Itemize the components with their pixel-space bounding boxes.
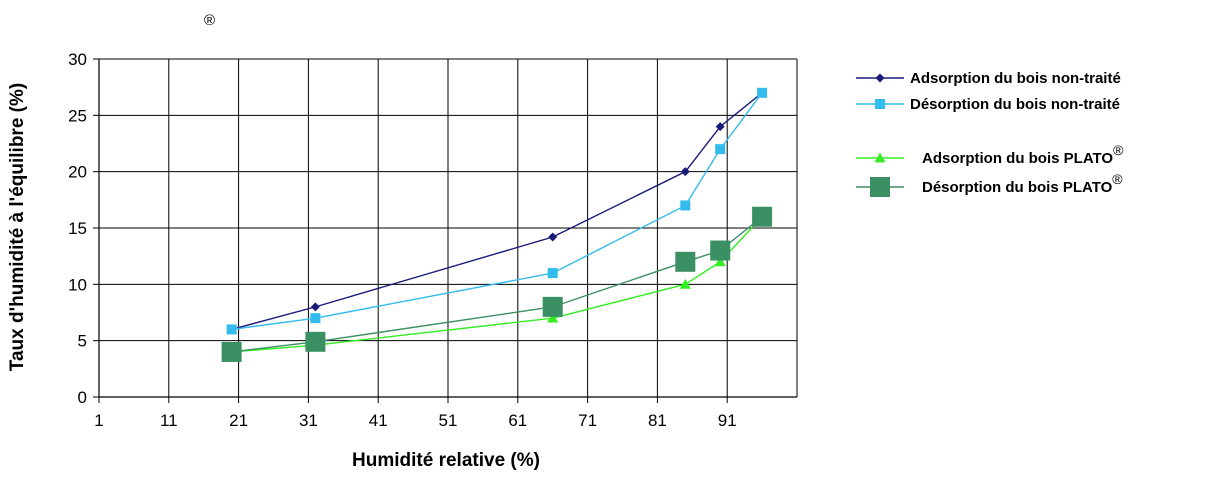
chart-series [221, 87, 773, 362]
x-tick-label: 51 [439, 411, 458, 430]
data-point [679, 278, 691, 289]
y-axis-title: Taux d'humidité à l'équilibre (%) [7, 83, 28, 371]
data-point [710, 240, 731, 261]
data-point [221, 341, 242, 362]
x-tick-label: 61 [508, 411, 527, 430]
x-tick-label: 1 [94, 411, 103, 430]
series-line [231, 92, 763, 331]
legend-item: Désorption du bois PLATO® [856, 171, 1123, 197]
data-point [675, 251, 696, 272]
x-tick-label: 31 [299, 411, 318, 430]
data-point [752, 206, 773, 227]
chart-legend: Adsorption du bois non-traité Désorption … [856, 70, 1124, 197]
x-axis-ticks: 1 11 21 31 41 51 61 71 81 91 [94, 397, 737, 430]
y-tick-label: 10 [68, 275, 87, 294]
x-axis-title: Humidité relative (%) [352, 450, 540, 471]
x-tick-label: 21 [229, 411, 248, 430]
y-tick-label: 5 [78, 332, 87, 351]
x-tick-label: 11 [160, 411, 178, 430]
legend-label: Adsorption du bois PLATO® [922, 142, 1124, 167]
data-point [714, 256, 726, 267]
y-axis-ticks: 0 5 10 15 20 25 30 [68, 50, 99, 407]
data-point [305, 331, 326, 352]
data-point [715, 144, 726, 155]
x-tick-label: 71 [578, 411, 597, 430]
legend-marker [874, 152, 886, 163]
data-point [310, 302, 320, 312]
data-point [548, 232, 558, 242]
data-point [547, 312, 559, 323]
series-4 [221, 206, 773, 362]
legend-item: Adsorption du bois PLATO® [856, 142, 1124, 167]
legend-marker [875, 99, 885, 109]
y-tick-label: 0 [78, 388, 87, 407]
x-tick-label: 41 [369, 411, 388, 430]
data-point [547, 268, 558, 279]
data-point [680, 167, 690, 177]
legend-item: Désorption du bois non-traité [856, 96, 1120, 113]
x-tick-label: 81 [648, 411, 667, 430]
x-tick-label: 91 [718, 411, 737, 430]
y-tick-label: 30 [68, 50, 87, 69]
y-tick-label: 15 [68, 219, 87, 238]
legend-marker [875, 73, 885, 83]
chart-grid [99, 58, 798, 397]
data-point [715, 122, 725, 132]
legend-label: Désorption du bois PLATO® [922, 171, 1123, 196]
legend-label: Désorption du bois non-traité [910, 96, 1120, 113]
registered-mark: ® [204, 12, 215, 29]
data-point [226, 324, 237, 335]
data-point [310, 313, 321, 324]
series-2 [226, 87, 768, 335]
data-point [542, 296, 563, 317]
data-point [680, 200, 691, 211]
y-tick-label: 20 [68, 163, 87, 182]
data-point [757, 87, 768, 98]
legend-marker [870, 177, 890, 197]
legend-item: Adsorption du bois non-traité [856, 70, 1121, 87]
y-tick-label: 25 [68, 106, 87, 125]
legend-label: Adsorption du bois non-traité [910, 70, 1121, 87]
series-line [231, 92, 763, 331]
